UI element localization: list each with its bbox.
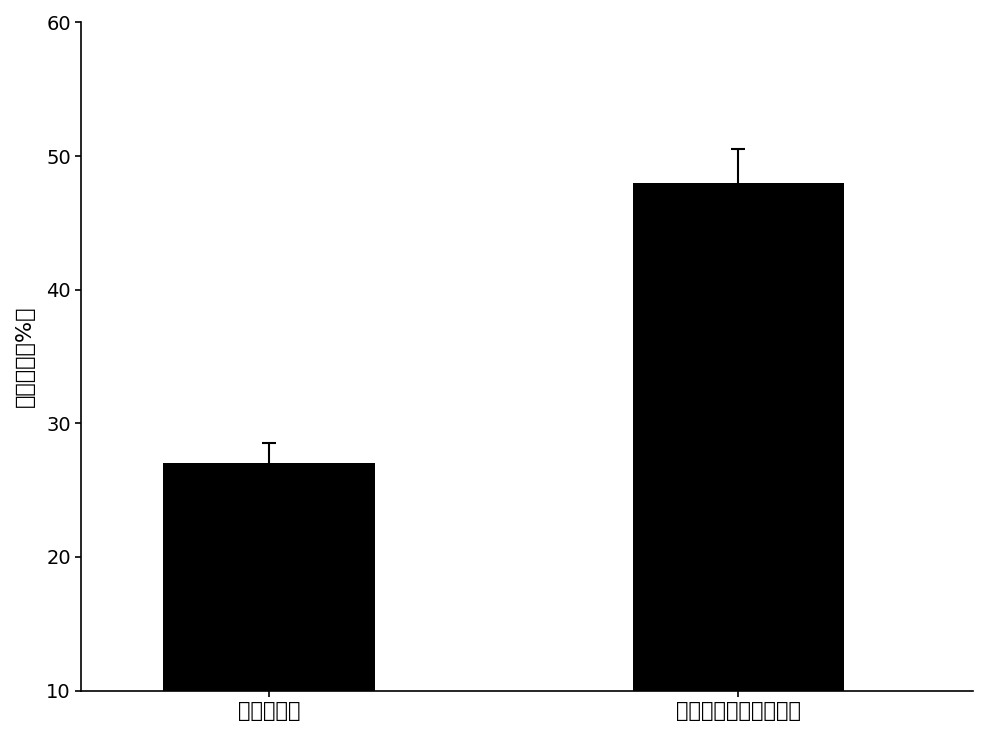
Bar: [632, 183, 844, 690]
Y-axis label: 复性收率（%）: 复性收率（%）: [15, 305, 35, 407]
Bar: [163, 464, 374, 690]
